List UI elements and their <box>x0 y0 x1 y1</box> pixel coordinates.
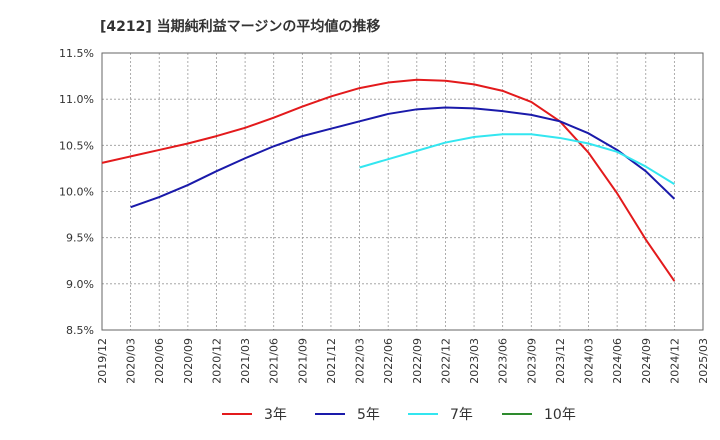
x-tick-label: 2021/12 <box>325 338 338 384</box>
x-tick-label: 2021/06 <box>268 338 281 384</box>
legend-label-1: 3年 <box>264 407 287 423</box>
y-tick-label: 10.5% <box>59 139 94 152</box>
legend-label-4: 10年 <box>544 407 576 423</box>
x-tick-label: 2025/03 <box>697 338 710 384</box>
y-tick-label: 11.5% <box>59 47 94 60</box>
x-tick-label: 2022/06 <box>382 338 395 384</box>
legend: 3年 5年 7年 10年 <box>222 407 576 423</box>
x-tick-label: 2024/06 <box>611 338 624 384</box>
x-tick-label: 2023/06 <box>497 338 510 384</box>
plot-border <box>101 52 704 331</box>
x-tick-label: 2022/12 <box>439 338 452 384</box>
series-line-3 <box>359 133 675 185</box>
x-tick-label: 2023/09 <box>525 338 538 384</box>
legend-label-3: 7年 <box>450 407 473 423</box>
y-tick-label: 10.0% <box>59 186 94 199</box>
x-tick-label: 2021/09 <box>296 338 309 384</box>
x-tick-label: 2020/03 <box>125 338 138 384</box>
y-tick-label: 9.0% <box>66 278 94 291</box>
x-tick-label: 2019/12 <box>96 338 109 384</box>
x-tick-label: 2023/03 <box>468 338 481 384</box>
chart-title: [4212] 当期純利益マージンの平均値の推移 <box>100 18 380 35</box>
legend-label-2: 5年 <box>357 407 380 423</box>
x-tick-label: 2022/09 <box>411 338 424 384</box>
x-tick-label: 2024/09 <box>640 338 653 384</box>
x-tick-label: 2023/12 <box>554 338 567 384</box>
x-tick-label: 2021/03 <box>239 338 252 384</box>
x-tick-label: 2020/09 <box>182 338 195 384</box>
x-tick-label: 2024/03 <box>583 338 596 384</box>
x-tick-label: 2024/12 <box>668 338 681 384</box>
x-tick-label: 2020/12 <box>210 338 223 384</box>
y-tick-label: 9.5% <box>66 232 94 245</box>
y-tick-label: 8.5% <box>66 324 94 337</box>
y-tick-label: 11.0% <box>59 93 94 106</box>
x-tick-label: 2020/06 <box>153 338 166 384</box>
x-tick-label: 2022/03 <box>354 338 367 384</box>
plot-area: 11.5% 11.0% 10.5% 10.0% 9.5% 9.0% 8.5%2019/12 2… <box>59 47 710 384</box>
series-line-2 <box>130 106 676 209</box>
